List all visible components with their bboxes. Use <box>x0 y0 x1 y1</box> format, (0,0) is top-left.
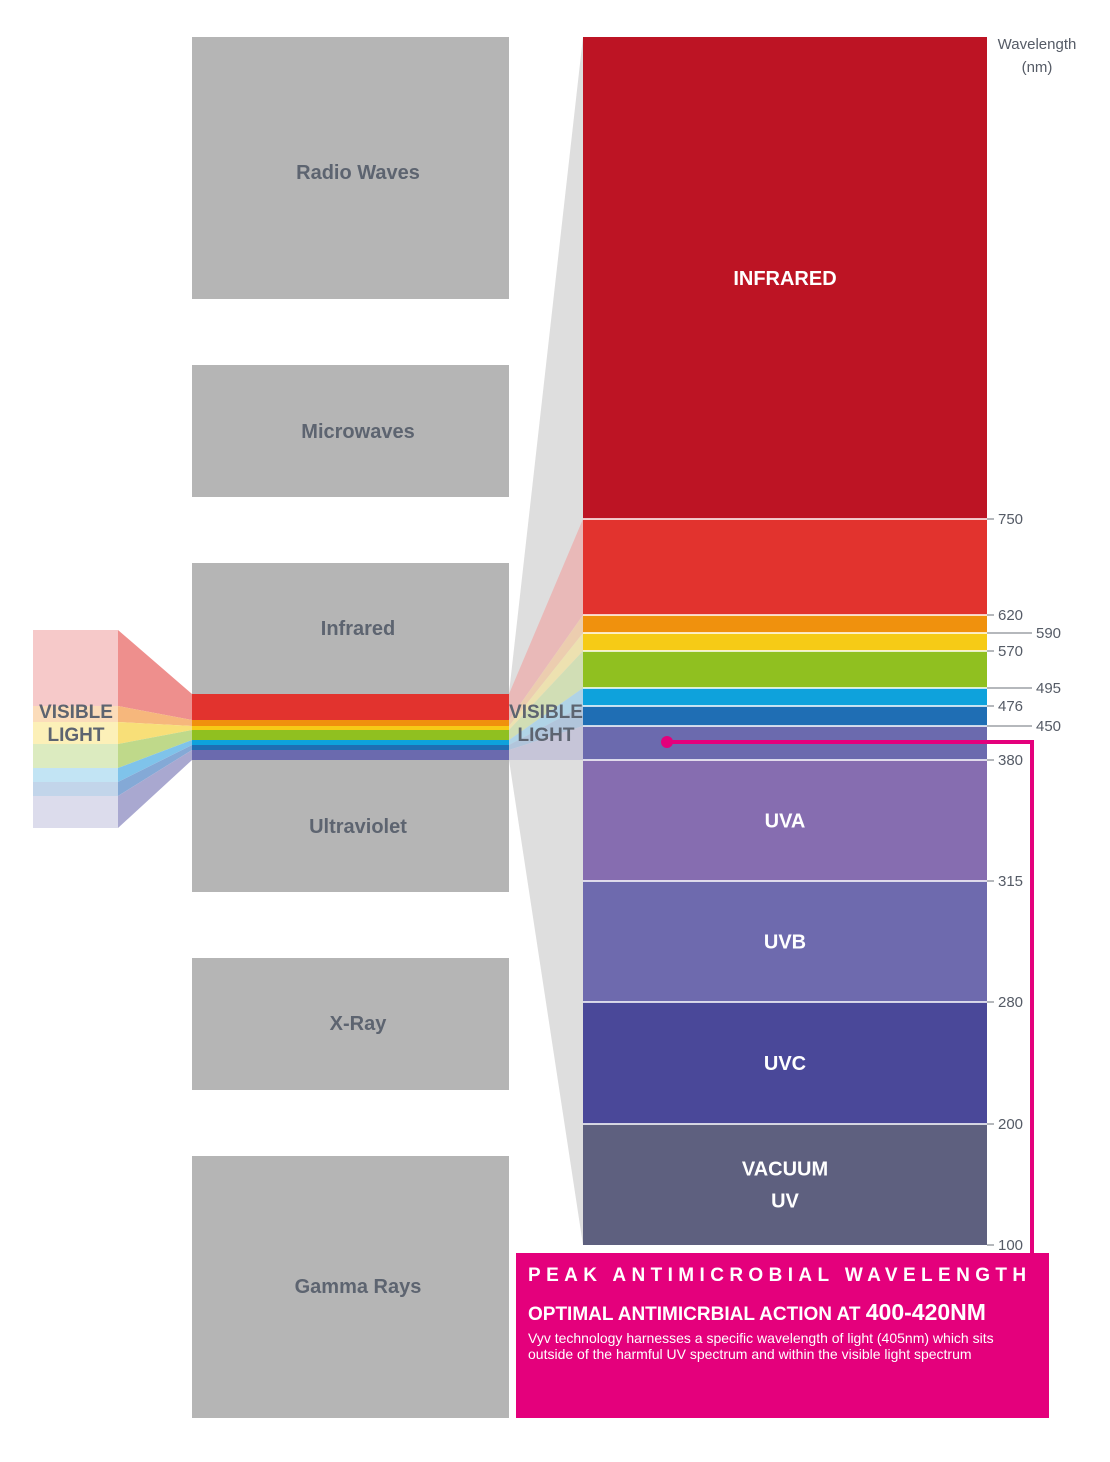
band-infrared <box>583 37 987 519</box>
band-label-uvb: UVB <box>764 932 806 954</box>
visible-swatch-left <box>33 630 118 828</box>
spectrum-column: Radio Waves Microwaves Infrared Ultravio… <box>192 37 509 1418</box>
tick-label-450: 450 <box>1036 718 1061 735</box>
spectrum-label-ultraviolet: Ultraviolet <box>309 816 407 838</box>
tick-label-590: 590 <box>1036 625 1061 642</box>
visible-light-label-right-1: VISIBLE <box>509 702 583 723</box>
band-visible-2 <box>583 615 987 633</box>
spectrum-box-radio-waves <box>192 37 509 299</box>
visible-light-label-right-2: LIGHT <box>518 725 575 746</box>
peak-pointer-line <box>667 740 1034 1253</box>
spectrum-box-ultraviolet <box>192 760 509 892</box>
band-label-vacuum: VACUUM <box>742 1159 828 1181</box>
visible-light-label-left-2: LIGHT <box>48 725 105 746</box>
peak-pointer-dot <box>661 736 673 748</box>
tick-label-280: 280 <box>998 994 1023 1011</box>
band-visible-4 <box>583 651 987 688</box>
callout-subheading: OPTIMAL ANTIMICRBIAL ACTION AT 400-420NM <box>528 1299 1037 1326</box>
axis-title-line2: (nm) <box>1022 59 1053 76</box>
callout-heading: PEAK ANTIMICROBIAL WAVELENGTH <box>528 1265 1032 1286</box>
spectrum-label-radio-waves: Radio Waves <box>296 162 420 184</box>
band-label-uva: UVA <box>765 811 806 833</box>
wavelength-bands: INFRARED UVA UVB UVC VACUUM UV <box>583 37 987 1245</box>
band-uvb <box>583 881 987 1002</box>
spectrum-box-microwaves <box>192 365 509 497</box>
band-visible-5 <box>583 688 987 706</box>
tick-label-495: 495 <box>1036 680 1061 697</box>
wavelength-axis: 750 620 590 570 495 476 450 380 315 280 200 100 <box>987 511 1061 1254</box>
spectrum-label-x-ray: X-Ray <box>330 1013 388 1035</box>
tick-label-315: 315 <box>998 873 1023 890</box>
tick-label-380: 380 <box>998 752 1023 769</box>
tick-label-750: 750 <box>998 511 1023 528</box>
spectrum-box-infrared <box>192 563 509 694</box>
band-uvc <box>583 1002 987 1124</box>
tick-label-100: 100 <box>998 1237 1023 1254</box>
visible-fan-left <box>118 630 192 828</box>
spectrum-label-infrared: Infrared <box>321 618 395 640</box>
band-label-uv: UV <box>771 1191 799 1213</box>
band-vacuum <box>583 1124 987 1245</box>
callout-body: Vyv technology harnesses a specific wave… <box>528 1330 994 1362</box>
peak-callout: PEAK ANTIMICROBIAL WAVELENGTH OPTIMAL AN… <box>516 1253 1049 1418</box>
tick-label-200: 200 <box>998 1116 1023 1133</box>
spectrum-box-gamma-rays <box>192 1156 509 1418</box>
band-visible-3 <box>583 633 987 651</box>
axis-title-line1: Wavelength <box>998 36 1077 53</box>
visible-light-label-left-1: VISIBLE <box>39 702 113 723</box>
band-label-infrared: INFRARED <box>733 268 836 290</box>
tick-label-476: 476 <box>998 698 1023 715</box>
visible-stripes <box>192 694 509 760</box>
tick-label-620: 620 <box>998 607 1023 624</box>
band-uva <box>583 760 987 881</box>
callout-subheading-value: 400-420NM <box>865 1299 986 1325</box>
band-visible-6 <box>583 706 987 726</box>
visible-fan-right <box>509 519 583 760</box>
callout-subheading-text: OPTIMAL ANTIMICRBIAL ACTION AT <box>528 1304 861 1325</box>
spectrum-label-microwaves: Microwaves <box>301 421 414 443</box>
band-label-uvc: UVC <box>764 1053 806 1075</box>
spectrum-box-x-ray <box>192 958 509 1090</box>
spectrum-label-gamma-rays: Gamma Rays <box>295 1276 422 1298</box>
band-visible-1 <box>583 519 987 615</box>
tick-label-570: 570 <box>998 643 1023 660</box>
